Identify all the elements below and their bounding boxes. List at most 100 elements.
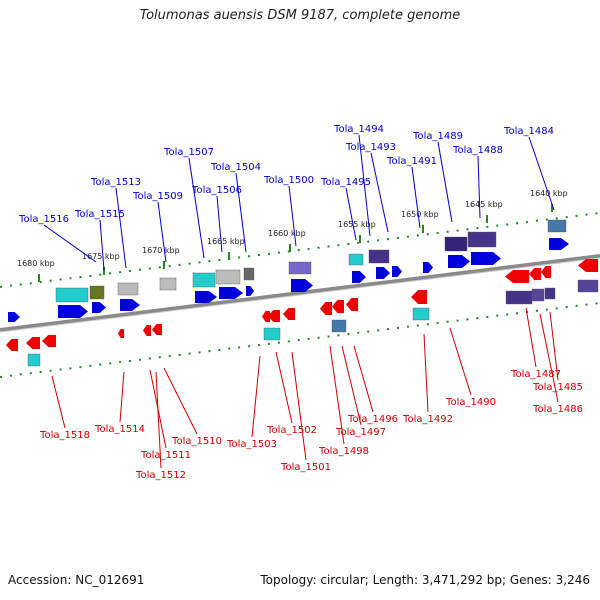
misc-feature-box	[531, 288, 545, 302]
gene-label-leader	[477, 155, 481, 219]
forward-gene-arrow	[392, 266, 402, 277]
forward-gene-arrow	[92, 302, 106, 313]
forward-gene-arrow	[120, 299, 140, 311]
gene-label: Tola_1509	[132, 191, 183, 263]
gene-label: Tola_1494	[333, 124, 384, 237]
gene-label-text: Tola_1487	[510, 369, 561, 380]
reverse-gene-arrow	[411, 290, 427, 304]
gene-label-text: Tola_1506	[191, 185, 242, 196]
gene-label-text: Tola_1509	[132, 191, 183, 202]
gene-label-leader	[525, 307, 537, 368]
gene-features	[6, 219, 599, 367]
gene-label: Tola_1507	[163, 147, 214, 259]
gene-label-text: Tola_1500	[263, 175, 314, 186]
scale-tick-label: 1655 kbp	[338, 220, 376, 229]
gene-label: Tola_1492	[402, 333, 453, 425]
misc-feature-box	[467, 231, 497, 248]
gene-label: Tola_1504	[210, 162, 261, 253]
gene-label: Tola_1491	[386, 156, 437, 229]
gene-label-leader	[275, 351, 293, 424]
forward-gene-arrow	[471, 252, 501, 265]
gene-label-leader	[341, 345, 362, 426]
gene-label-text: Tola_1485	[532, 382, 583, 393]
misc-feature-box	[159, 277, 177, 291]
misc-feature-box	[89, 285, 105, 300]
scale-tick-label: 1680 kbp	[17, 259, 55, 268]
forward-gene-arrow	[8, 312, 20, 322]
gene-label-text: Tola_1486	[532, 404, 583, 415]
gene-label-leader	[370, 152, 389, 233]
gene-label: Tola_1488	[452, 145, 503, 219]
gene-label-leader	[449, 327, 472, 396]
gene-label: Tola_1510	[163, 367, 222, 447]
reverse-gene-arrow	[578, 259, 598, 272]
gene-label-text: Tola_1495	[320, 177, 371, 188]
reverse-strand-guide	[0, 302, 600, 378]
gene-label-text: Tola_1493	[345, 142, 396, 153]
misc-feature-box	[331, 319, 347, 333]
gene-label-leader	[291, 351, 307, 461]
gene-label-text: Tola_1514	[94, 424, 145, 435]
gene-label: Tola_1498	[318, 345, 369, 457]
forward-gene-arrow	[291, 279, 313, 292]
gene-label: Tola_1486	[532, 313, 583, 415]
reverse-gene-arrow	[262, 311, 270, 322]
gene-label-leader	[329, 345, 345, 445]
gene-label-text: Tola_1510	[171, 436, 222, 447]
reverse-gene-arrow	[152, 324, 162, 335]
gene-label: Tola_1487	[510, 307, 561, 380]
gene-label-leader	[188, 157, 205, 259]
gene-label: Tola_1506	[191, 185, 242, 253]
gene-label: Tola_1495	[320, 177, 371, 241]
gene-label-text: Tola_1512	[135, 470, 186, 481]
gene-label-leader	[288, 185, 297, 247]
misc-feature-box	[412, 307, 430, 321]
gene-label-text: Tola_1515	[74, 209, 125, 220]
gene-label-leader	[43, 224, 97, 263]
gene-label-leader	[437, 141, 453, 223]
misc-feature-box	[55, 287, 89, 303]
reverse-gene-arrow	[283, 308, 295, 320]
gene-label-leader	[353, 345, 374, 413]
reverse-gene-arrow	[541, 266, 551, 278]
forward-gene-arrow	[448, 255, 470, 268]
misc-feature-box	[505, 290, 533, 305]
gene-label-text: Tola_1498	[318, 446, 369, 457]
gene-label-text: Tola_1504	[210, 162, 261, 173]
scale-tick-label: 1675 kbp	[82, 252, 120, 261]
scale-tick-label: 1670 kbp	[142, 246, 180, 255]
gene-label: Tola_1512	[135, 371, 186, 481]
gene-label-text: Tola_1497	[335, 427, 386, 438]
misc-feature-box	[192, 272, 216, 288]
reverse-gene-arrow	[320, 302, 332, 315]
scale-tick-label: 1665 kbp	[207, 237, 245, 246]
scale-tick-label: 1650 kbp	[401, 210, 439, 219]
gene-label-leader	[528, 136, 555, 211]
gene-label-leader	[163, 367, 198, 435]
scale-tick-label: 1645 kbp	[465, 200, 503, 209]
gene-label-leader	[99, 219, 105, 271]
misc-feature-box	[288, 261, 312, 275]
gene-label-text: Tola_1484	[503, 126, 554, 137]
misc-feature-box	[547, 219, 567, 233]
scale-tick-label: 1660 kbp	[268, 229, 306, 238]
gene-label: Tola_1484	[503, 126, 555, 211]
reverse-gene-arrow	[26, 337, 40, 349]
gene-label: Tola_1511	[140, 369, 191, 461]
gene-label-text: Tola_1490	[445, 397, 496, 408]
gene-label-text: Tola_1501	[280, 462, 331, 473]
gene-label: Tola_1500	[263, 175, 314, 247]
forward-gene-arrow	[219, 287, 243, 299]
gene-label-text: Tola_1513	[90, 177, 141, 188]
gene-label: Tola_1496	[347, 345, 398, 425]
gene-label-leader	[411, 166, 421, 229]
misc-feature-box	[444, 236, 468, 252]
genome-summary-text: Topology: circular; Length: 3,471,292 bp…	[260, 573, 590, 587]
forward-gene-arrow	[195, 291, 217, 303]
forward-strand-guide	[0, 212, 600, 288]
gene-label-leader	[155, 371, 162, 469]
genome-axis-highlight	[0, 257, 600, 333]
gene-label: Tola_1514	[94, 371, 145, 435]
